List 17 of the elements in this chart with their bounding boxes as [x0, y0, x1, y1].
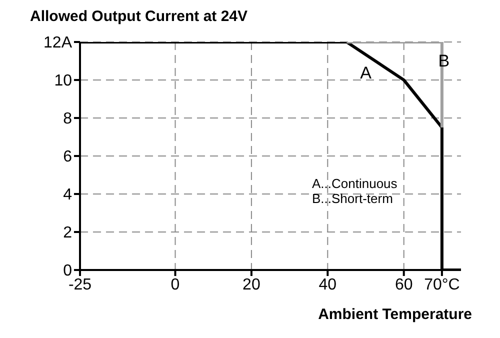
y-tick-label: 2	[63, 224, 72, 242]
x-tick-label: 70°C	[424, 276, 460, 294]
chart-title: Allowed Output Current at 24V	[30, 8, 248, 25]
y-tick-label: 8	[63, 110, 72, 128]
series-label: B	[438, 51, 450, 70]
annotation: A...Continuous	[312, 176, 398, 191]
x-tick-label: 0	[170, 276, 180, 294]
x-tick-label: 60	[394, 276, 413, 294]
series-label: A	[360, 63, 372, 82]
x-tick-label: 20	[242, 276, 260, 294]
y-tick-label: 12A	[44, 34, 72, 52]
x-tick-label: 40	[318, 276, 337, 294]
annotation: B...Short-term	[312, 191, 394, 206]
y-tick-label: 4	[63, 186, 72, 204]
x-axis-title: Ambient Temperature	[318, 306, 472, 323]
y-tick-label: 10	[54, 72, 72, 90]
y-tick-label: 6	[63, 148, 72, 166]
